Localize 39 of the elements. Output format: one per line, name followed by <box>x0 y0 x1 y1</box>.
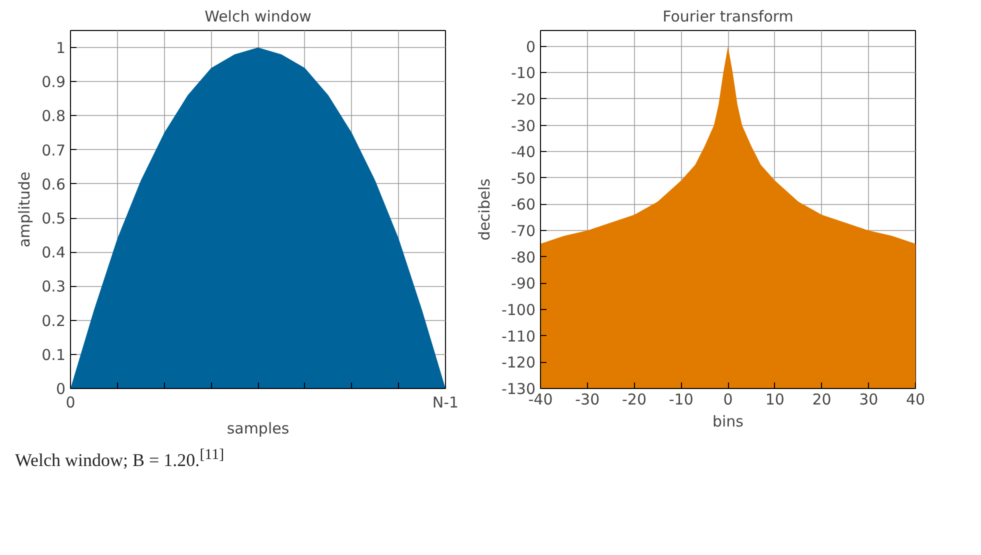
y-tick-label: -120 <box>501 354 536 372</box>
chart-title: Fourier transform <box>662 8 794 26</box>
x-axis-title: samples <box>226 420 290 438</box>
y-tick-label: -40 <box>511 143 536 162</box>
y-axis-title: amplitude <box>16 172 34 248</box>
y-tick-label: -80 <box>511 248 536 266</box>
x-tick-label: 20 <box>812 390 832 408</box>
x-tick-label: -20 <box>622 390 646 408</box>
y-axis-title: decibels <box>475 178 494 240</box>
y-tick-label: -70 <box>511 222 536 240</box>
x-tick-label: -30 <box>575 390 600 408</box>
y-tick-label: -30 <box>511 116 536 135</box>
y-tick-label: 0.2 <box>42 312 66 330</box>
x-axis-title: bins <box>712 412 744 430</box>
y-tick-label: 0.5 <box>42 210 66 228</box>
y-tick-label: 1 <box>56 39 66 58</box>
x-tick-label: 0 <box>723 390 733 408</box>
x-tick-label: 40 <box>906 390 926 408</box>
y-tick-label: -10 <box>511 64 536 82</box>
y-tick-label: 0.4 <box>42 244 66 262</box>
y-tick-label: -110 <box>501 327 536 346</box>
x-tick-label: N-1 <box>432 394 459 412</box>
y-tick-label: 0.8 <box>42 107 66 126</box>
y-tick-label: 0 <box>526 38 536 56</box>
x-tick-label: 30 <box>859 390 878 408</box>
y-tick-label: -50 <box>511 169 536 188</box>
y-tick-label: 0.1 <box>42 346 66 364</box>
y-tick-label: -60 <box>511 196 536 214</box>
x-tick-label: 10 <box>765 390 784 408</box>
y-tick-label: 0.7 <box>42 141 66 160</box>
y-tick-label: -20 <box>511 90 536 108</box>
x-tick-label: -10 <box>668 390 694 408</box>
y-tick-label: -90 <box>511 274 536 293</box>
y-tick-label: 0.9 <box>42 73 66 92</box>
y-tick-label: -100 <box>501 301 536 320</box>
text: Welch window; B = 1.20.$^{[11]}$ <box>15 446 224 472</box>
y-tick-label: 0.6 <box>42 175 66 194</box>
chart-title: Welch window <box>204 8 312 26</box>
y-tick-label: 0.3 <box>42 278 66 296</box>
